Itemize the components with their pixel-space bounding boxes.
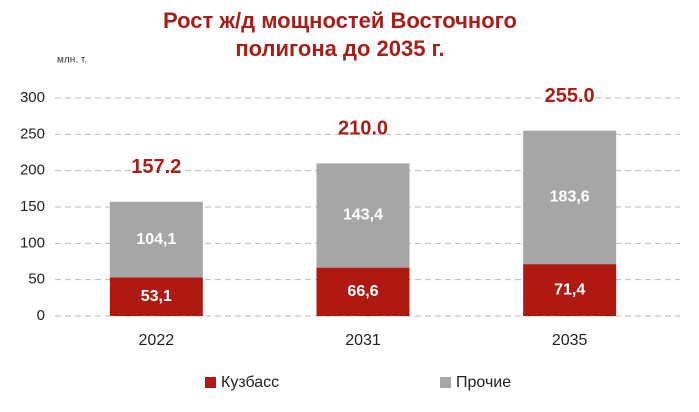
bar-segment: [316, 163, 410, 268]
y-tick-label: 100: [20, 234, 45, 251]
value-label: 66,6: [347, 283, 378, 300]
value-label: 183,6: [550, 189, 590, 206]
y-axis-label: млн. т.: [57, 55, 87, 66]
y-tick-label: 150: [20, 198, 45, 215]
total-label: 157.2: [131, 156, 181, 178]
chart-title: Рост ж/д мощностей Восточного: [163, 8, 517, 33]
bar-segment: [523, 130, 617, 265]
y-tick-label: 300: [20, 89, 45, 106]
y-tick-label: 250: [20, 125, 45, 142]
value-label: 53,1: [141, 288, 172, 305]
bar-segment: [109, 201, 203, 278]
y-tick-label: 0: [37, 307, 45, 324]
value-label: 104,1: [136, 231, 176, 248]
x-tick-label: 2031: [345, 332, 381, 349]
total-label: 255.0: [545, 85, 595, 107]
y-tick-label: 200: [20, 162, 45, 179]
value-label: 143,4: [343, 207, 383, 224]
legend-swatch: [205, 377, 216, 388]
value-label: 71,4: [554, 281, 585, 298]
y-tick-label: 50: [28, 271, 45, 288]
x-tick-label: 2022: [139, 332, 175, 349]
bar-segment: [316, 267, 410, 316]
legend-label: Кузбасс: [221, 374, 279, 391]
total-label: 210.0: [338, 118, 388, 140]
bar-segment: [523, 264, 617, 316]
bar-segment: [109, 277, 203, 316]
chart-title: полигона до 2035 г.: [235, 36, 444, 61]
legend-label: Прочие: [456, 374, 511, 391]
x-tick-label: 2035: [552, 332, 588, 349]
legend-swatch: [440, 377, 451, 388]
